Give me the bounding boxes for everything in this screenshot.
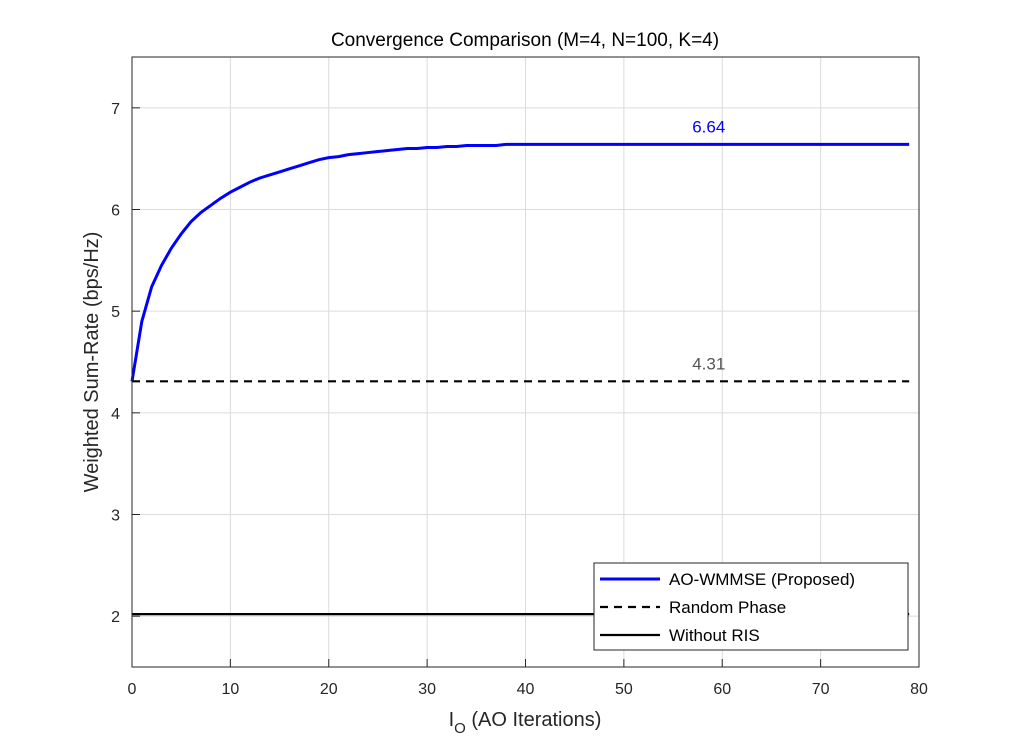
grid — [131, 57, 920, 667]
y-tick-label: 4 — [111, 406, 120, 423]
ticks: 0 10 20 30 40 50 60 70 80 2 3 4 5 6 7 — [111, 101, 928, 698]
plot-area — [130, 142, 910, 616]
x-tick-label: 50 — [615, 681, 633, 698]
x-label-subscript: O — [454, 720, 466, 737]
x-tick-label: 60 — [713, 681, 731, 698]
x-tick-label: 0 — [128, 681, 137, 698]
y-axis-label: Weighted Sum-Rate (bps/Hz) — [81, 232, 103, 493]
chart-title: Convergence Comparison (M=4, N=100, K=4) — [331, 30, 719, 51]
annotations: 6.64 4.31 — [692, 117, 725, 373]
y-tick-label: 6 — [111, 203, 120, 220]
y-tick-label: 5 — [111, 304, 120, 321]
x-tick-label: 20 — [320, 681, 338, 698]
data-label: 6.64 — [692, 117, 725, 136]
x-tick-label: 30 — [418, 681, 436, 698]
legend-label: AO-WMMSE (Proposed) — [669, 570, 855, 589]
series-line-1 — [130, 142, 910, 382]
legend: AO-WMMSE (Proposed) Random Phase Without R… — [593, 562, 909, 651]
legend-label: Without RIS — [669, 626, 760, 645]
x-tick-label: 10 — [221, 681, 239, 698]
x-tick-label: 40 — [517, 681, 535, 698]
data-label: 4.31 — [692, 354, 725, 373]
x-axis-label: IO (AO Iterations) — [449, 709, 602, 737]
x-tick-label: 80 — [910, 681, 928, 698]
x-tick-label: 70 — [812, 681, 830, 698]
x-label-rest: (AO Iterations) — [466, 709, 602, 731]
y-tick-label: 7 — [111, 101, 120, 118]
x-label-main: I — [449, 709, 455, 731]
y-tick-label: 3 — [111, 508, 120, 525]
legend-label: Random Phase — [669, 598, 786, 617]
y-tick-label: 2 — [111, 609, 120, 626]
